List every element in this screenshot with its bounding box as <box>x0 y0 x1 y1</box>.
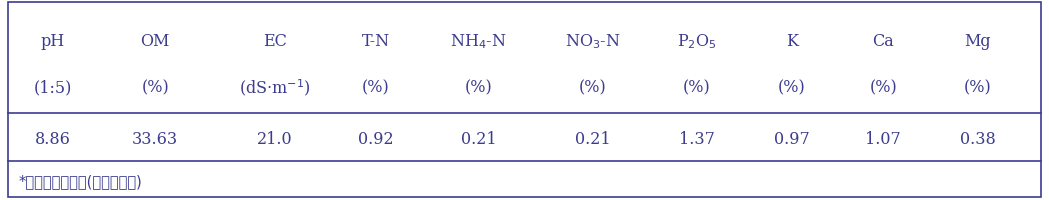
Text: T-N: T-N <box>362 33 389 49</box>
Text: NH$_4$-N: NH$_4$-N <box>450 32 507 50</box>
Text: pH: pH <box>40 33 65 49</box>
Text: 33.63: 33.63 <box>132 131 178 147</box>
Text: 0.21: 0.21 <box>575 131 611 147</box>
Text: 1.37: 1.37 <box>679 131 714 147</box>
Text: (%): (%) <box>142 79 169 95</box>
Text: *부숙유기질비료(가축분퇴비): *부숙유기질비료(가축분퇴비) <box>19 174 143 188</box>
Text: (%): (%) <box>778 79 806 95</box>
Text: K: K <box>786 33 798 49</box>
Text: EC: EC <box>263 33 286 49</box>
Text: 8.86: 8.86 <box>35 131 70 147</box>
Text: 0.21: 0.21 <box>461 131 496 147</box>
Text: (1:5): (1:5) <box>34 79 71 95</box>
Text: 0.92: 0.92 <box>358 131 393 147</box>
Text: (dS$\cdot$m$^{-1}$): (dS$\cdot$m$^{-1}$) <box>239 77 311 97</box>
Text: OM: OM <box>141 33 170 49</box>
Text: 0.38: 0.38 <box>960 131 996 147</box>
Text: (%): (%) <box>465 79 492 95</box>
Text: 21.0: 21.0 <box>257 131 293 147</box>
Text: (%): (%) <box>683 79 710 95</box>
Text: P$_2$O$_5$: P$_2$O$_5$ <box>677 32 716 50</box>
Text: (%): (%) <box>579 79 606 95</box>
Text: Mg: Mg <box>964 33 991 49</box>
Text: (%): (%) <box>362 79 389 95</box>
Text: NO$_3$-N: NO$_3$-N <box>565 32 620 50</box>
Text: Ca: Ca <box>873 33 894 49</box>
Text: 1.07: 1.07 <box>865 131 901 147</box>
Text: (%): (%) <box>870 79 897 95</box>
Text: (%): (%) <box>964 79 991 95</box>
Text: 0.97: 0.97 <box>774 131 810 147</box>
